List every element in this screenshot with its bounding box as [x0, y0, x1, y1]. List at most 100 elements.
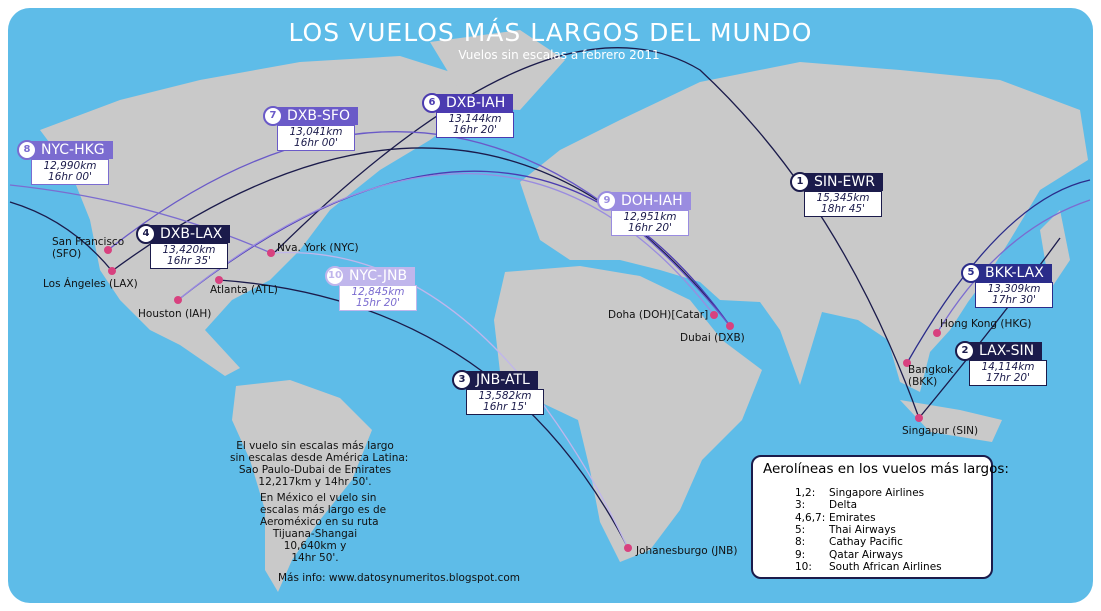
route-rank: 9: [597, 191, 617, 211]
title: LOS VUELOS MÁS LARGOS DEL MUNDO: [288, 18, 813, 47]
legend-airline: Qatar Airways: [829, 548, 904, 561]
route-code: DOH-IAH: [607, 192, 691, 210]
route-duration: 16hr 00': [48, 171, 92, 183]
city-label-line: (BKK): [908, 376, 938, 388]
route-info: 13,582km 16hr 15': [466, 389, 544, 415]
city-label-line: Doha (DOH)[Catar]: [608, 309, 709, 321]
legend-number: 10:: [795, 560, 812, 573]
route-label: DXB-LAX 13,420km 16hr 35' 4: [136, 224, 248, 276]
route-distance: 13,309km: [987, 283, 1041, 295]
note-line: Sao Paulo-Dubai de Emirates: [238, 464, 392, 476]
route-code: DXB-LAX: [146, 225, 231, 243]
route-info: 13,420km 16hr 35': [150, 243, 228, 269]
route-label: LAX-SIN 14,114km 17hr 20' 2: [955, 341, 1067, 393]
subtitle: Vuelos sin escalas a febrero 2011: [458, 48, 660, 62]
city-label: Johanesburgo (JNB): [636, 545, 737, 557]
city-dots: [104, 246, 941, 552]
note-line: Aeroméxico en su ruta: [260, 516, 379, 528]
note-line: Tijuana-Shangai: [272, 528, 358, 540]
city-label: Los Ángeles (LAX): [43, 278, 138, 290]
legend-number: 3:: [795, 499, 806, 512]
route-duration: 17hr 20': [986, 372, 1030, 384]
route-label: BKK-LAX 13,309km 17hr 30' 5: [961, 263, 1073, 315]
city-label-line: San Francisco: [52, 236, 125, 248]
route-distance: 12,990km: [43, 160, 97, 172]
route-code: JNB-ATL: [462, 371, 538, 389]
city-label-line: Houston (IAH): [138, 308, 212, 320]
legend-airline: Thai Airways: [829, 523, 896, 536]
city-label: Hong Kong (HKG): [940, 318, 1032, 330]
city-label-line: Hong Kong (HKG): [940, 318, 1032, 330]
legend-number: 9:: [795, 548, 806, 561]
city-label: Doha (DOH)[Catar]: [608, 309, 708, 321]
note-line: En México el vuelo sin: [260, 492, 377, 504]
route-label: NYC-HKG 12,990km 16hr 00' 8: [17, 140, 129, 192]
route-rank: 6: [422, 93, 442, 113]
legend-airline: Delta: [829, 499, 858, 512]
route-code: LAX-SIN: [965, 342, 1043, 360]
route-distance: 12,845km: [351, 286, 405, 298]
city-label: Atlanta (ATL): [210, 284, 278, 296]
legend-airline: Cathay Pacific: [829, 536, 903, 549]
legend-number: 8:: [795, 536, 806, 549]
city-label-line: Bangkok: [908, 364, 954, 376]
city-label: Houston (IAH): [138, 308, 211, 320]
note-line: 12,217km y 14hr 50'.: [258, 476, 372, 488]
route-duration: 16hr 35': [167, 255, 211, 267]
route-code: BKK-LAX: [971, 264, 1052, 282]
route-info: 12,845km 15hr 20': [339, 285, 417, 311]
city-label: Nva. York (NYC): [277, 242, 359, 254]
route-duration: 16hr 20': [628, 222, 672, 234]
route-rank: 3: [452, 370, 472, 390]
route-rank: 2: [955, 341, 975, 361]
route-distance: 12,951km: [623, 211, 677, 223]
route-info: 12,951km 16hr 20': [611, 210, 689, 236]
city-label-line: Johanesburgo (JNB): [636, 545, 738, 557]
note-line: El vuelo sin escalas más largo: [236, 440, 394, 452]
note-line: escalas más largo es de: [260, 504, 387, 516]
source: Más info: www.datosynumeritos.blogspot.c…: [278, 572, 521, 584]
legend-number: 1,2:: [795, 487, 816, 499]
route-rank: 10: [325, 266, 345, 286]
route-duration: 15hr 20': [356, 297, 400, 309]
note-line: 14hr 50'.: [291, 552, 339, 564]
route-label: SIN-EWR 15,345km 18hr 45' 1: [790, 172, 902, 224]
route-label: DXB-IAH 13,144km 16hr 20' 6: [422, 93, 534, 145]
route-rank: 5: [961, 263, 981, 283]
route-code: DXB-IAH: [432, 94, 514, 112]
city-label-line: Los Ángeles (LAX): [43, 278, 138, 290]
route-duration: 17hr 30': [992, 294, 1036, 306]
route-label: JNB-ATL 13,582km 16hr 15' 3: [452, 370, 564, 422]
route-rank: 1: [790, 172, 810, 192]
legend-number: 5:: [795, 523, 806, 536]
note-line: 10,640km y: [283, 540, 347, 552]
legend-airline: South African Airlines: [829, 560, 942, 573]
legend-airline: Singapore Airlines: [829, 487, 925, 499]
city-label-line: Atlanta (ATL): [210, 284, 278, 296]
route-rank: 7: [263, 106, 283, 126]
route-label: NYC-JNB 12,845km 15hr 20' 10: [325, 266, 437, 318]
city-label: Bangkok (BKK): [908, 364, 953, 388]
route-distance: 13,041km: [289, 126, 343, 138]
route-distance: 14,114km: [981, 361, 1035, 373]
route-info: 15,345km 18hr 45': [804, 191, 882, 217]
city-label: San Francisco (SFO): [52, 236, 124, 260]
city-label: Dubai (DXB): [680, 332, 745, 344]
route-label: DOH-IAH 12,951km 16hr 20' 9: [597, 191, 709, 243]
route-code: SIN-EWR: [800, 173, 883, 191]
city-label-line: Singapur (SIN): [902, 425, 979, 437]
city-label-line: Dubai (DXB): [680, 332, 745, 344]
route-info: 12,990km 16hr 00': [31, 159, 109, 185]
route-code: DXB-SFO: [273, 107, 358, 125]
note-mexico: En México el vuelo sin escalas más largo …: [260, 492, 387, 564]
flight-paths: [9, 47, 1091, 549]
route-distance: 15,345km: [816, 192, 870, 204]
route-rank: 4: [136, 224, 156, 244]
city-label-line: (SFO): [52, 248, 82, 260]
legend: Aerolíneas en los vuelos más largos: 1,2…: [751, 455, 1009, 579]
note-latam: El vuelo sin escalas más largo sin escala…: [230, 440, 408, 488]
route-info: 14,114km 17hr 20': [969, 360, 1047, 386]
route-distance: 13,420km: [162, 244, 216, 256]
legend-number: 4,6,7:: [795, 511, 826, 524]
